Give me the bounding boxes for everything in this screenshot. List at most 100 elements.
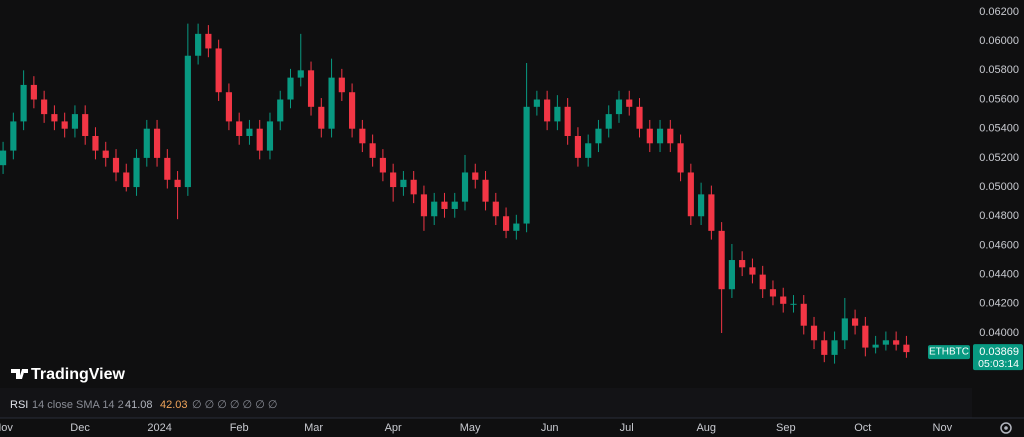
x-tick-label: Jul [620, 422, 634, 434]
candle-body [266, 121, 274, 151]
x-tick-label: Nov [0, 422, 13, 434]
candle-body [656, 128, 664, 144]
candle-body [133, 157, 140, 188]
candles [0, 23, 910, 364]
settings-icon[interactable] [1000, 422, 1012, 434]
candle-body [728, 260, 735, 290]
candle-body [523, 106, 530, 224]
candle-body [708, 194, 715, 231]
x-tick-label: Jun [541, 422, 559, 434]
candle-body [718, 230, 725, 290]
y-tick-label: 0.04000 [979, 327, 1019, 339]
candle-body [461, 172, 469, 202]
candle-body [790, 303, 797, 305]
candle-body [420, 194, 428, 217]
candle-body [605, 114, 612, 129]
candle-body [174, 179, 181, 188]
indicator-value: 41.08 [125, 399, 153, 411]
candle-body [585, 143, 592, 158]
settings-gear-center [1004, 426, 1008, 430]
y-tick-label: 0.05400 [979, 123, 1019, 135]
x-tick-label: Feb [230, 422, 249, 434]
candle-body [215, 48, 222, 93]
symbol-label: ETHBTC [929, 347, 969, 358]
y-tick-label: 0.05000 [979, 181, 1019, 193]
candle-body [513, 223, 520, 231]
x-tick-label: Aug [696, 422, 716, 434]
candle-body [225, 92, 232, 122]
candle-body [872, 344, 879, 348]
y-tick-label: 0.04800 [979, 210, 1019, 222]
symbol-tag [928, 345, 970, 360]
candle-body [205, 33, 212, 49]
candle-body [564, 106, 571, 136]
candle-body [61, 121, 68, 129]
settings-gear[interactable] [1000, 422, 1012, 434]
candle-body [821, 340, 828, 355]
y-tick-label: 0.06000 [979, 35, 1019, 47]
candle-body [102, 150, 109, 158]
candle-body [10, 121, 17, 151]
candle-body [20, 84, 27, 122]
y-tick-label: 0.05200 [979, 152, 1019, 164]
candle-body [698, 194, 705, 217]
candle-body [71, 114, 79, 129]
candle-body [287, 77, 294, 100]
candle-body [595, 128, 602, 144]
candle-body [739, 260, 746, 268]
candle-body [30, 84, 37, 100]
x-tick-label: Oct [854, 422, 871, 434]
candle-body [780, 296, 787, 304]
y-tick-label: 0.05600 [979, 93, 1019, 105]
candle-body [544, 99, 551, 122]
candle-body [92, 135, 99, 151]
candle-body [882, 340, 889, 345]
candle-body [328, 77, 335, 129]
candle-body [379, 157, 386, 173]
y-tick-label: 0.05800 [979, 64, 1019, 76]
logo-text: TradingView [31, 366, 126, 383]
indicator-value: 42.03 [160, 399, 188, 411]
candle-body [123, 172, 130, 188]
candle-body [349, 92, 356, 129]
candle-body [852, 318, 859, 326]
candle-body [246, 128, 253, 136]
price-tag [973, 344, 1023, 371]
candle-body [533, 99, 540, 107]
candle-body [626, 99, 633, 107]
candle-body [112, 157, 120, 173]
candle-body [636, 106, 643, 129]
countdown-label: 05:03:14 [978, 358, 1019, 370]
indicator-pane [0, 388, 972, 418]
candle-body [318, 106, 325, 129]
candle-body [277, 99, 284, 122]
candle-body [184, 55, 191, 188]
candle-body [441, 201, 448, 209]
candle-body [369, 143, 376, 158]
candle-body [164, 157, 171, 180]
candle-body [236, 121, 243, 136]
x-tick-label: 2024 [147, 422, 171, 434]
candle-body [749, 267, 756, 275]
candle-body [390, 172, 397, 188]
x-tick-label: Apr [385, 422, 402, 434]
x-tick-label: Dec [70, 422, 90, 434]
candle-body [554, 106, 561, 122]
candle-body [0, 150, 7, 166]
candle-body [574, 135, 582, 158]
x-tick-label: Sep [776, 422, 796, 434]
candle-body [841, 318, 848, 341]
y-tick-label: 0.04400 [979, 269, 1019, 281]
candle-body [153, 128, 161, 158]
indicator-extras: ∅ ∅ ∅ ∅ ∅ ∅ ∅ [192, 399, 277, 411]
candle-body [472, 172, 479, 180]
candle-body [451, 201, 458, 209]
candle-body [677, 143, 684, 173]
candle-body [759, 274, 766, 290]
candle-body [143, 128, 150, 158]
logo-icon [11, 369, 28, 379]
candle-body [831, 340, 838, 355]
candle-body [82, 114, 89, 136]
